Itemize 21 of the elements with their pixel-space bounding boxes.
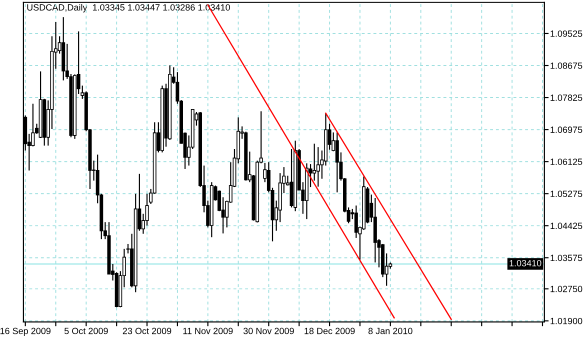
y-tick-label: 1.04425 [550, 222, 582, 230]
y-tick-label: 1.08675 [550, 62, 582, 69]
x-tick-label: 23 Oct 2009 [122, 328, 172, 334]
x-tick-label: 5 Oct 2009 [64, 328, 108, 334]
x-tick-label: 8 Jan 2010 [368, 328, 412, 334]
y-tick-label: 1.01900 [550, 318, 582, 324]
y-tick-label: 1.09525 [550, 30, 582, 37]
y-tick-label: 1.05275 [550, 190, 582, 198]
y-tick-label: 1.06975 [550, 126, 582, 133]
ref-line-label: 1.03410 [510, 260, 542, 266]
y-tick-label: 1.03575 [550, 254, 582, 262]
y-tick-label: 1.02750 [550, 286, 582, 292]
x-tick-label: 18 Dec 2009 [304, 328, 355, 334]
x-tick-label: 11 Nov 2009 [183, 328, 233, 334]
candlestick [335, 132, 339, 193]
candlestick [290, 148, 294, 208]
y-tick-label: 1.06125 [550, 158, 582, 165]
y-tick-label: 1.07825 [550, 94, 582, 101]
x-tick-label: 30 Nov 2009 [243, 328, 294, 334]
x-tick-label: 16 Sep 2009 [0, 328, 51, 336]
candlestick [316, 146, 320, 188]
